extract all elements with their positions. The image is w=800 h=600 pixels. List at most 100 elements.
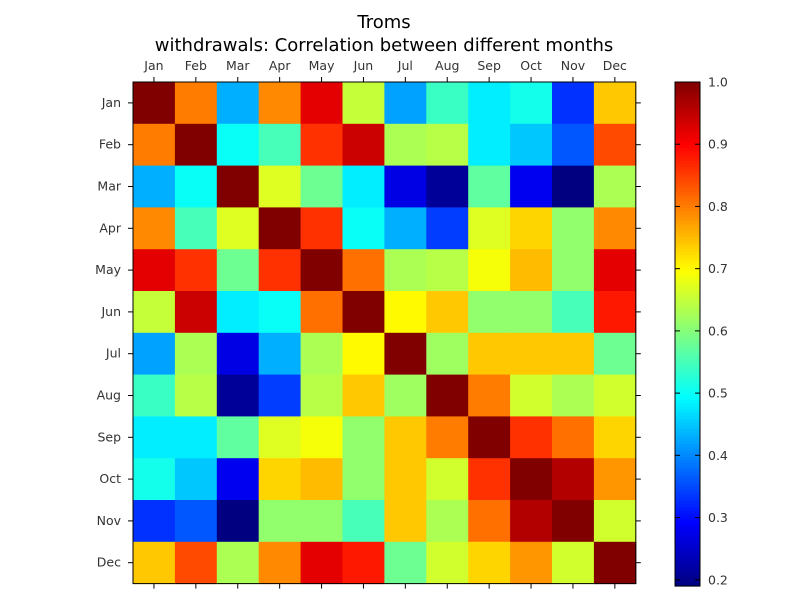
colorbar-segment	[675, 551, 700, 556]
colorbar-segment	[675, 576, 700, 581]
heatmap-cell-apr-nov	[552, 207, 595, 250]
heatmap-cell-apr-apr	[258, 207, 302, 250]
colorbar-segment	[675, 94, 700, 99]
colorbar-segment	[675, 141, 700, 146]
heatmap-cell-jul-aug	[426, 332, 469, 376]
colorbar-segment	[675, 437, 700, 442]
y-tick-label-mar: Mar	[97, 179, 121, 194]
heatmap-cell-apr-jul	[384, 207, 427, 250]
heatmap-cell-nov-may	[300, 500, 343, 543]
heatmap-cell-feb-sep	[468, 123, 511, 167]
heatmap-cell-apr-mar	[216, 207, 260, 250]
colorbar-segment	[675, 523, 700, 527]
heatmap-cell-oct-nov	[552, 458, 595, 501]
colorbar-segment	[675, 236, 700, 241]
colorbar-segment	[675, 192, 700, 196]
colorbar-segment	[675, 179, 700, 184]
heatmap-cell-mar-feb	[174, 165, 218, 208]
y-tick-label-aug: Aug	[97, 388, 121, 403]
heatmap-cell-aug-mar	[216, 374, 260, 417]
heatmap-cell-aug-jan	[133, 374, 176, 417]
colorbar-segment	[675, 570, 700, 574]
heatmap-cell-jul-jun	[342, 332, 385, 376]
colorbar-segment	[675, 365, 700, 370]
heatmap-cell-feb-aug	[426, 123, 469, 167]
colorbar-segment	[675, 283, 700, 288]
colorbar-segment	[675, 82, 700, 86]
colorbar-segment	[675, 160, 700, 165]
colorbar-segment	[675, 456, 700, 461]
heatmap-cell-aug-jun	[342, 374, 385, 417]
colorbar-tick-label: 0.6	[708, 323, 728, 338]
colorbar-segment	[675, 494, 700, 499]
colorbar-segment	[675, 138, 700, 143]
heatmap-cell-dec-mar	[216, 541, 260, 585]
heatmap-cell-may-jan	[133, 249, 176, 292]
heatmap-cell-nov-oct	[510, 500, 553, 543]
colorbar-segment	[675, 277, 700, 282]
heatmap-cell-oct-mar	[216, 458, 260, 501]
heatmap-cell-oct-jan	[133, 458, 176, 501]
heatmap-cell-apr-feb	[174, 207, 218, 250]
colorbar-segment	[675, 154, 700, 159]
heatmap-cell-jan-jun	[342, 82, 385, 125]
colorbar-segment	[675, 554, 700, 559]
heatmap-cell-apr-jun	[342, 207, 385, 250]
colorbar-tick-label: 1.0	[708, 75, 728, 90]
heatmap-cell-feb-mar	[216, 123, 260, 167]
colorbar-segment	[675, 532, 700, 537]
colorbar-segment	[675, 516, 700, 521]
heatmap-cell-nov-apr	[258, 500, 302, 543]
heatmap-cell-aug-jul	[384, 374, 427, 417]
heatmap-cell-jul-oct	[510, 332, 553, 376]
heatmap-cell-sep-mar	[216, 416, 260, 459]
colorbar-segment	[675, 230, 700, 234]
colorbar-segment	[675, 541, 700, 546]
x-tick-label-sep: Sep	[477, 58, 501, 73]
colorbar-segment	[675, 466, 700, 471]
heatmap-cell-jan-sep	[468, 82, 511, 125]
colorbar-segment	[675, 447, 700, 452]
heatmap-cell-jun-may	[300, 291, 343, 334]
heatmap-cell-dec-oct	[510, 541, 553, 585]
colorbar-segment	[675, 245, 700, 250]
colorbar-segment	[675, 116, 700, 121]
colorbar-segment	[675, 126, 700, 130]
heatmap-cell-mar-may	[300, 165, 343, 208]
colorbar-segment	[675, 431, 700, 436]
colorbar-segment	[675, 132, 700, 137]
heatmap-cell-may-mar	[216, 249, 260, 292]
colorbar-segment	[675, 497, 700, 502]
axis-ticks	[128, 77, 641, 589]
colorbar-segment	[675, 349, 700, 354]
colorbar-segment	[675, 545, 700, 549]
x-tick-labels: Jan Feb Mar Apr May Jun Jul Aug Sep Oct Nov Dec	[143, 58, 627, 73]
y-tick-label-jun: Jun	[100, 304, 121, 319]
colorbar-segment	[675, 463, 700, 467]
colorbar-segment	[675, 453, 700, 458]
colorbar-segment	[675, 110, 700, 115]
heatmap-cell-mar-sep	[468, 165, 511, 208]
heatmap-cell-apr-oct	[510, 207, 553, 250]
y-tick-label-oct: Oct	[99, 471, 121, 486]
heatmap-cell-nov-jan	[133, 500, 176, 543]
heatmap-cell-sep-dec	[593, 416, 637, 459]
heatmap-cell-may-dec	[593, 249, 637, 292]
colorbar-segment	[675, 293, 700, 297]
heatmap-cell-dec-may	[300, 541, 343, 585]
colorbar-segment	[675, 412, 700, 417]
colorbar-segment	[675, 567, 700, 571]
heatmap-cell-sep-nov	[552, 416, 595, 459]
colorbar-segment	[675, 318, 700, 322]
heatmap-cell-may-sep	[468, 249, 511, 292]
colorbar-tick-label: 0.3	[708, 510, 728, 525]
colorbar-segment	[675, 252, 700, 256]
chart-title-line1: Troms	[356, 12, 410, 33]
heatmap-cell-feb-jul	[384, 123, 427, 167]
colorbar-segment	[675, 488, 700, 493]
colorbar-segment	[675, 173, 700, 178]
colorbar-segment	[675, 334, 700, 338]
heatmap-cell-dec-jan	[133, 541, 176, 585]
heatmap-cell-nov-mar	[216, 500, 260, 543]
colorbar-segment	[675, 315, 700, 319]
